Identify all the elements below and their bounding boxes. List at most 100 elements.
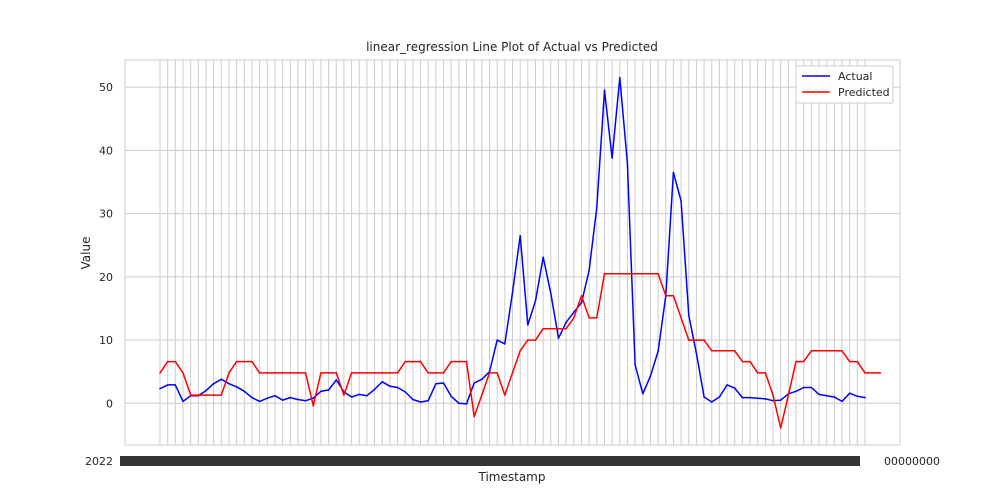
- data-point: [595, 206, 598, 209]
- data-point: [864, 372, 866, 374]
- data-point: [772, 394, 774, 396]
- data-point: [412, 398, 414, 401]
- data-point: [710, 350, 713, 352]
- data-point: [756, 372, 759, 374]
- y-tick-label: 50: [99, 81, 113, 94]
- data-point: [159, 372, 161, 374]
- legend-label-predicted: Predicted: [838, 86, 890, 99]
- data-point: [427, 399, 430, 402]
- data-point: [251, 396, 253, 399]
- data-point: [511, 372, 514, 374]
- data-point: [335, 379, 338, 381]
- x-tick-labels: 2022 00000000: [85, 455, 940, 468]
- data-point: [618, 272, 621, 275]
- data-point: [718, 350, 721, 352]
- data-point: [450, 395, 452, 398]
- data-point: [588, 317, 590, 319]
- data-point: [396, 386, 399, 389]
- data-point: [557, 337, 560, 339]
- y-tick-label: 20: [99, 271, 113, 284]
- data-point: [312, 405, 315, 407]
- data-point: [419, 360, 422, 363]
- data-point: [634, 272, 636, 275]
- data-point: [320, 390, 322, 393]
- data-point: [557, 327, 560, 330]
- data-point: [274, 372, 276, 374]
- data-point: [795, 360, 797, 363]
- data-point: [281, 372, 284, 374]
- data-point: [350, 372, 353, 374]
- data-point: [182, 372, 184, 374]
- data-point: [618, 76, 621, 79]
- data-point: [435, 382, 437, 385]
- data-point: [458, 360, 460, 363]
- data-point: [802, 386, 805, 389]
- data-point: [304, 399, 307, 402]
- data-point: [687, 314, 690, 317]
- data-point: [427, 372, 430, 374]
- data-point: [649, 375, 652, 377]
- data-point: [350, 396, 353, 398]
- data-point: [611, 157, 613, 159]
- data-point: [235, 386, 238, 388]
- data-point: [848, 392, 851, 394]
- data-point: [703, 339, 705, 341]
- data-point: [465, 360, 468, 363]
- x-axis-label: Timestamp: [478, 470, 546, 484]
- data-point: [703, 396, 705, 398]
- data-point: [504, 343, 506, 345]
- data-point: [435, 372, 437, 374]
- data-point: [519, 350, 521, 352]
- data-point: [718, 396, 721, 398]
- data-point: [864, 396, 866, 399]
- data-point: [749, 360, 751, 363]
- x-gridlines: [159, 60, 866, 445]
- data-point: [649, 272, 652, 275]
- data-point: [695, 352, 698, 355]
- data-point: [733, 387, 736, 389]
- data-point: [542, 327, 544, 330]
- data-point: [373, 388, 376, 391]
- data-point: [841, 350, 843, 352]
- data-point: [672, 295, 675, 297]
- data-point: [235, 360, 238, 363]
- data-point: [527, 324, 529, 326]
- data-point: [695, 339, 698, 341]
- data-point: [726, 384, 728, 386]
- data-point: [381, 380, 384, 383]
- data-point: [212, 382, 215, 385]
- data-point: [205, 394, 207, 396]
- data-point: [841, 400, 843, 403]
- data-point: [366, 372, 368, 374]
- data-point: [611, 272, 613, 275]
- data-point: [258, 400, 261, 403]
- y-tick-labels: 0 10 20 30 40 50: [99, 81, 113, 410]
- data-point: [404, 391, 407, 393]
- data-point: [174, 360, 177, 363]
- data-point: [595, 317, 598, 319]
- chart-title: linear_regression Line Plot of Actual vs…: [366, 40, 658, 54]
- data-point: [779, 427, 782, 429]
- data-point: [879, 372, 882, 374]
- data-point: [442, 382, 445, 384]
- data-point: [389, 372, 391, 374]
- data-point: [297, 398, 299, 401]
- data-point: [266, 372, 269, 374]
- data-point: [741, 360, 744, 363]
- data-point: [810, 386, 813, 389]
- data-point: [159, 387, 161, 390]
- data-point: [327, 389, 330, 391]
- data-point: [289, 372, 292, 374]
- data-point: [641, 392, 644, 395]
- data-point: [358, 393, 361, 396]
- y-gridlines: [125, 86, 900, 404]
- data-point: [603, 89, 606, 92]
- series-points-predicted: [159, 272, 882, 429]
- data-point: [481, 378, 483, 381]
- data-point: [304, 372, 307, 374]
- data-point: [504, 394, 506, 396]
- data-point: [335, 372, 338, 374]
- series-points-actual: [159, 76, 866, 405]
- data-point: [197, 394, 200, 396]
